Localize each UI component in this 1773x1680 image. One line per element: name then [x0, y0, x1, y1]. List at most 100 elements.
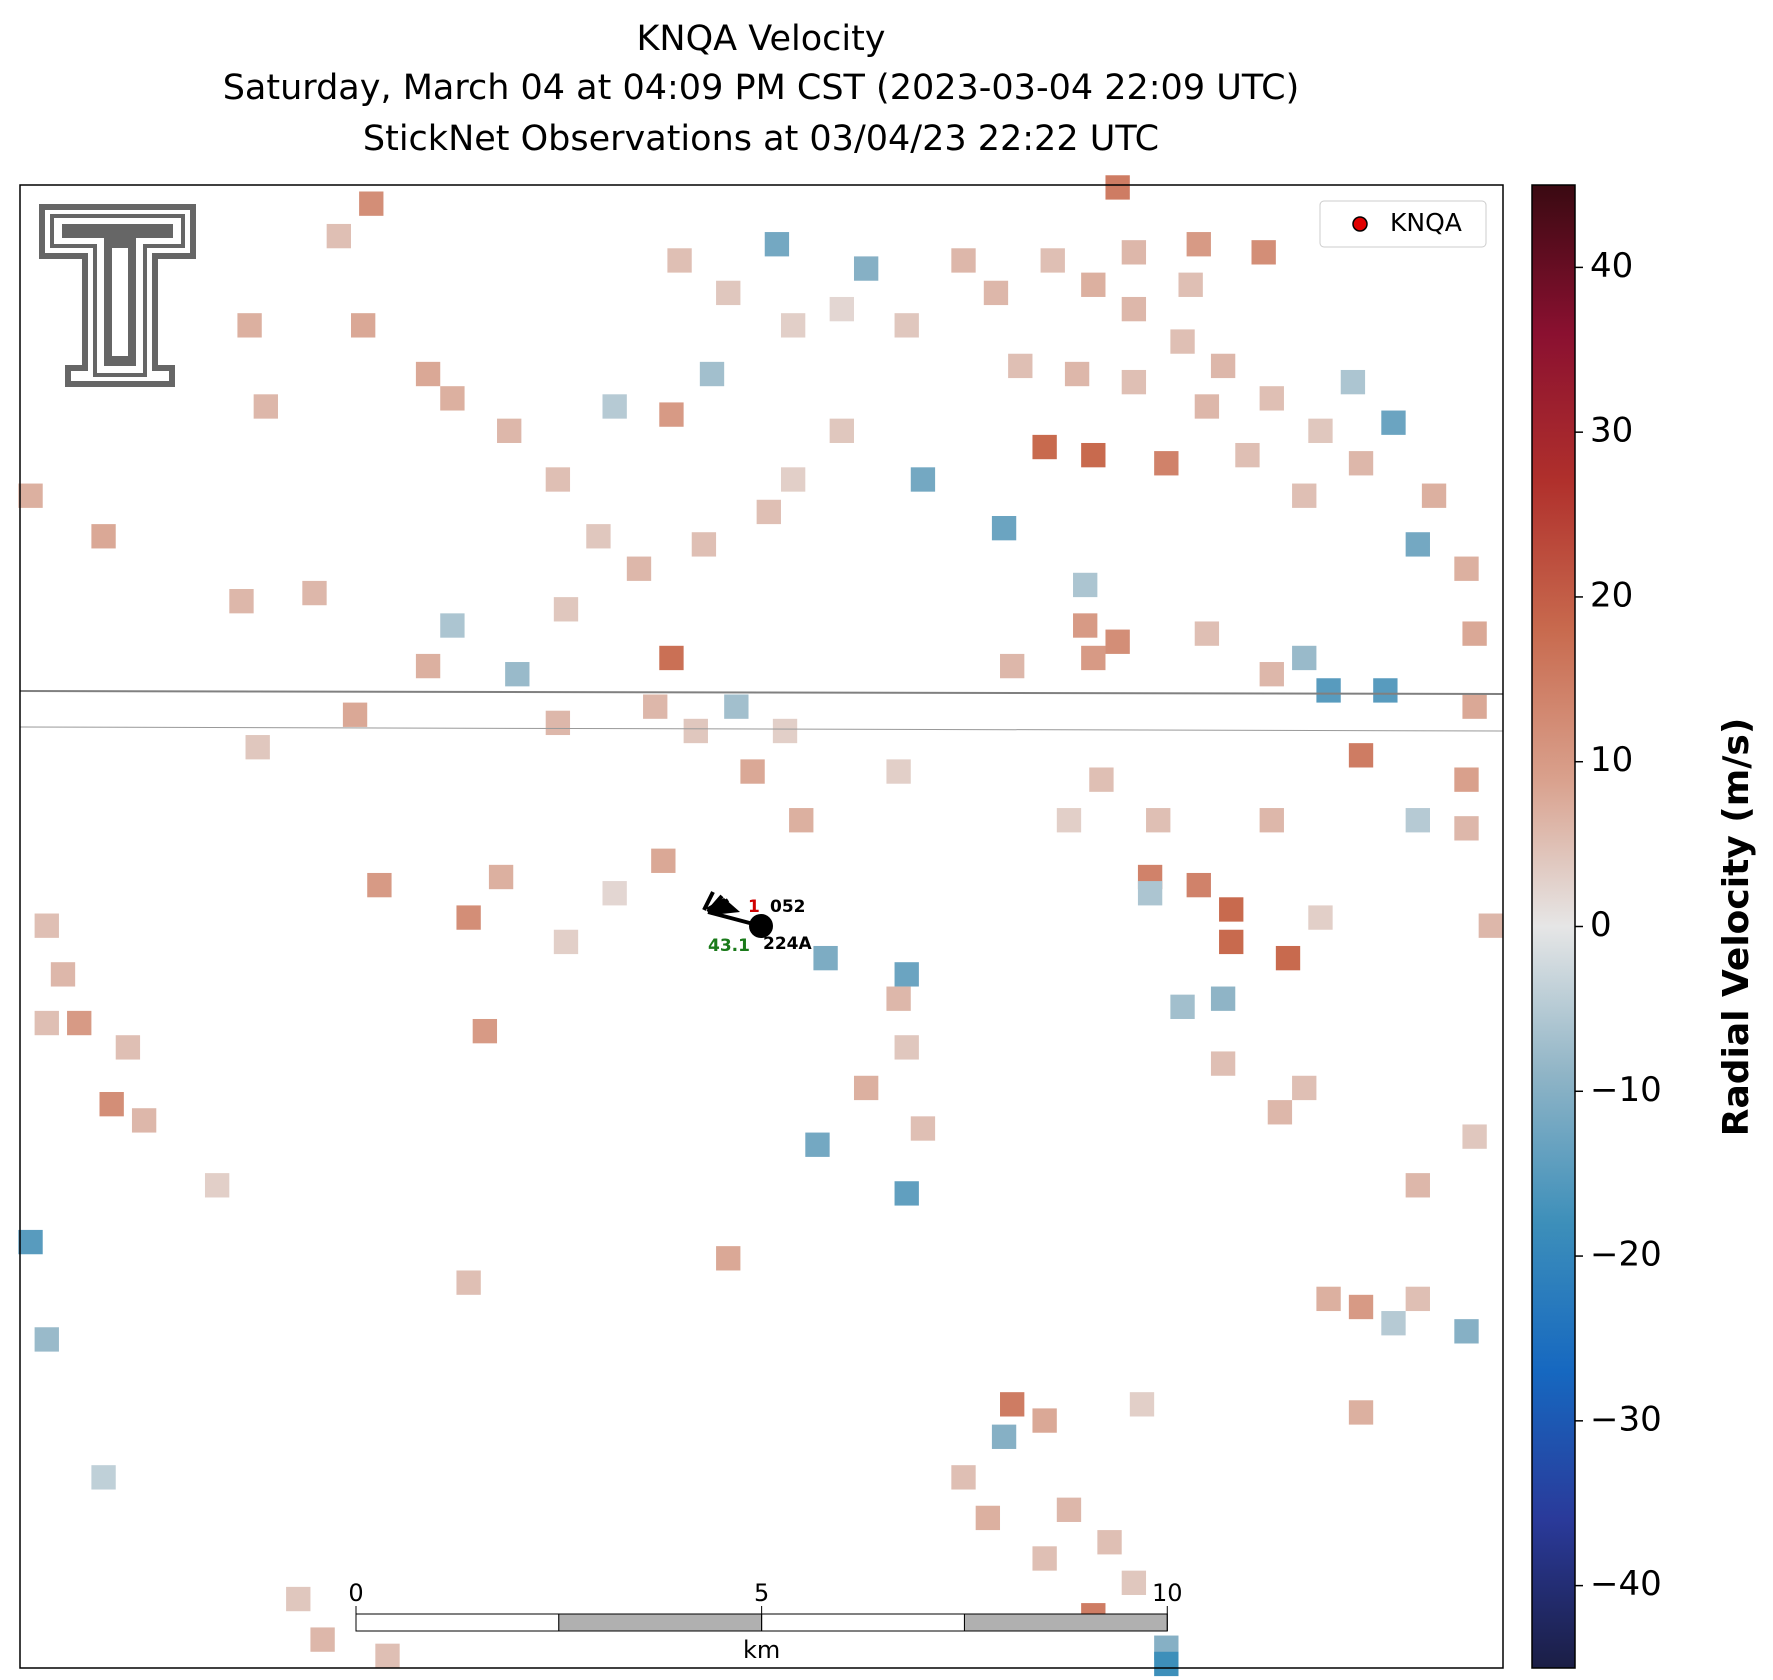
- colorbar-tick-label: −40: [1590, 1564, 1662, 1604]
- radar-cell: [1032, 1408, 1057, 1433]
- radar-cell: [975, 1505, 1001, 1531]
- radar-cell: [1097, 1530, 1122, 1555]
- radar-cell: [131, 1108, 157, 1133]
- radar-cell: [1121, 296, 1147, 322]
- radar-cell: [1008, 353, 1033, 379]
- radar-cell: [18, 483, 43, 508]
- legend-box: [1319, 200, 1487, 248]
- boundary-line: [19, 690, 1504, 695]
- logo: [39, 204, 196, 387]
- colorbar-tick-label: 0: [1590, 905, 1612, 945]
- radar-cell: [780, 313, 806, 338]
- colorbar-tick-label: 20: [1590, 575, 1633, 615]
- radar-cell: [683, 718, 708, 744]
- radar-cell: [1210, 986, 1236, 1011]
- radar-cell: [1308, 418, 1333, 443]
- radar-cell: [1170, 329, 1195, 354]
- radar-cell: [1348, 451, 1374, 476]
- radar-cell: [1308, 905, 1333, 930]
- radar-cell: [1000, 1392, 1025, 1417]
- radar-cell: [805, 1132, 830, 1157]
- radar-cell: [456, 1270, 481, 1295]
- radar-cell: [488, 864, 514, 890]
- radar-cell: [1154, 451, 1179, 476]
- radar-cell: [789, 808, 814, 833]
- radar-cell: [545, 467, 571, 492]
- radar-cell: [1348, 1400, 1374, 1425]
- radar-cell: [1194, 621, 1220, 646]
- radar-cell: [1251, 240, 1276, 265]
- station-lower-value: 43.1: [708, 936, 750, 956]
- radar-cell: [1462, 1124, 1487, 1149]
- boundary-line: [19, 726, 1504, 732]
- scalebar-tick-label: 5: [754, 1579, 769, 1607]
- radar-cell: [699, 361, 725, 387]
- radar-cells: [18, 175, 1503, 1677]
- radar-cell: [1316, 678, 1341, 703]
- radar-cell: [829, 418, 854, 443]
- station: [702, 891, 773, 938]
- radar-cell: [1121, 369, 1147, 395]
- radar-cell: [1219, 897, 1244, 922]
- radar-cell: [1454, 1319, 1479, 1344]
- radar-cell: [586, 524, 611, 549]
- radar-cell: [91, 524, 116, 549]
- radar-cell: [1186, 232, 1211, 257]
- radar-cell: [829, 296, 854, 322]
- radar-cell: [1340, 369, 1366, 395]
- radar-cell: [286, 1586, 311, 1612]
- radar-cell: [245, 735, 270, 760]
- radar-cell: [716, 1246, 741, 1271]
- radar-cell: [1275, 945, 1301, 971]
- radar-cell: [115, 1035, 141, 1060]
- scalebar-tick-label: 10: [1152, 1579, 1183, 1607]
- radar-cell: [1081, 272, 1106, 297]
- legend-marker: [1352, 216, 1368, 232]
- radar-cell: [1032, 1546, 1057, 1571]
- subtitle: StickNet Observations at 03/04/23 22:22 …: [363, 119, 1159, 159]
- radar-cell: [367, 872, 392, 898]
- radar-cell: [415, 653, 441, 679]
- radar-cell: [1129, 1392, 1155, 1417]
- radar-cell: [1170, 994, 1195, 1019]
- radar-cell: [1064, 361, 1090, 387]
- radar-cell: [505, 662, 530, 687]
- radar-cell: [602, 394, 627, 419]
- radar-cell: [1478, 913, 1503, 938]
- radar-cell: [951, 248, 976, 273]
- subtitle: Saturday, March 04 at 04:09 PM CST (2023…: [223, 68, 1300, 108]
- radar-cell: [456, 905, 481, 930]
- radar-cell: [983, 280, 1009, 306]
- title: KNQA Velocity: [636, 19, 885, 59]
- station-dot: [749, 914, 773, 938]
- radar-cell: [302, 580, 327, 606]
- radar-cell: [1040, 248, 1065, 273]
- radar-cell: [204, 1173, 230, 1198]
- colorbar-tick-label: −30: [1590, 1399, 1662, 1439]
- radar-cell: [1210, 1051, 1236, 1076]
- map-frame: [19, 184, 1504, 1669]
- radar-cell: [91, 1465, 116, 1490]
- radar-cell: [853, 256, 879, 281]
- radar-cell: [34, 913, 59, 938]
- radar-cell: [667, 248, 692, 273]
- radar-cell: [1056, 1497, 1082, 1522]
- radar-cell: [342, 702, 368, 727]
- radar-cell: [602, 881, 627, 906]
- scalebar-segment: [761, 1613, 965, 1632]
- radar-cell: [18, 1229, 43, 1255]
- radar-cell: [1154, 1651, 1179, 1677]
- radar-cell: [1121, 1570, 1147, 1595]
- radar-cell: [440, 386, 465, 411]
- colorbar-tick-label: −10: [1590, 1070, 1662, 1110]
- scalebar-tick-label: 0: [348, 1579, 363, 1607]
- radar-cell: [626, 556, 652, 581]
- radar-cell: [67, 1010, 92, 1036]
- radar-cell: [1454, 816, 1479, 841]
- radar-cell: [991, 1424, 1017, 1449]
- radar-cell: [1348, 743, 1374, 768]
- radar-cell: [1186, 872, 1211, 898]
- station-upper-value: 1: [748, 897, 760, 917]
- radar-cell: [326, 223, 351, 249]
